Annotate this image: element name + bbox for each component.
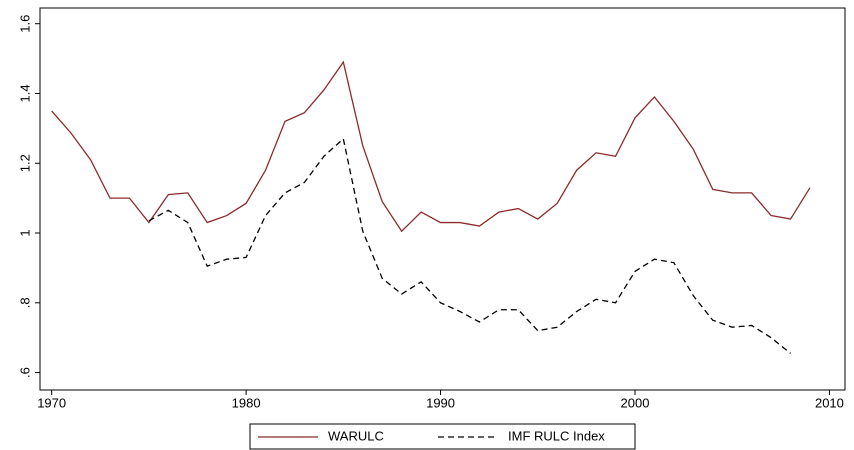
plot-frame <box>39 7 846 391</box>
y-tick-label: .6 <box>17 367 32 378</box>
x-tick-label: 1970 <box>37 395 66 410</box>
series-line <box>148 137 791 354</box>
x-tick-label: 2010 <box>815 395 844 410</box>
legend-label: WARULC <box>328 428 384 443</box>
x-tick-label: 1990 <box>426 395 455 410</box>
y-tick-label: 1.2 <box>17 154 32 172</box>
x-tick-label: 1980 <box>232 395 261 410</box>
y-tick-label: .8 <box>17 297 32 308</box>
y-tick-label: 1.6 <box>17 15 32 33</box>
series-line <box>51 60 811 233</box>
x-tick-label: 2000 <box>621 395 650 410</box>
y-tick-label: 1 <box>17 229 32 236</box>
legend-label: IMF RULC Index <box>508 428 605 443</box>
y-tick-label: 1.4 <box>17 84 32 102</box>
